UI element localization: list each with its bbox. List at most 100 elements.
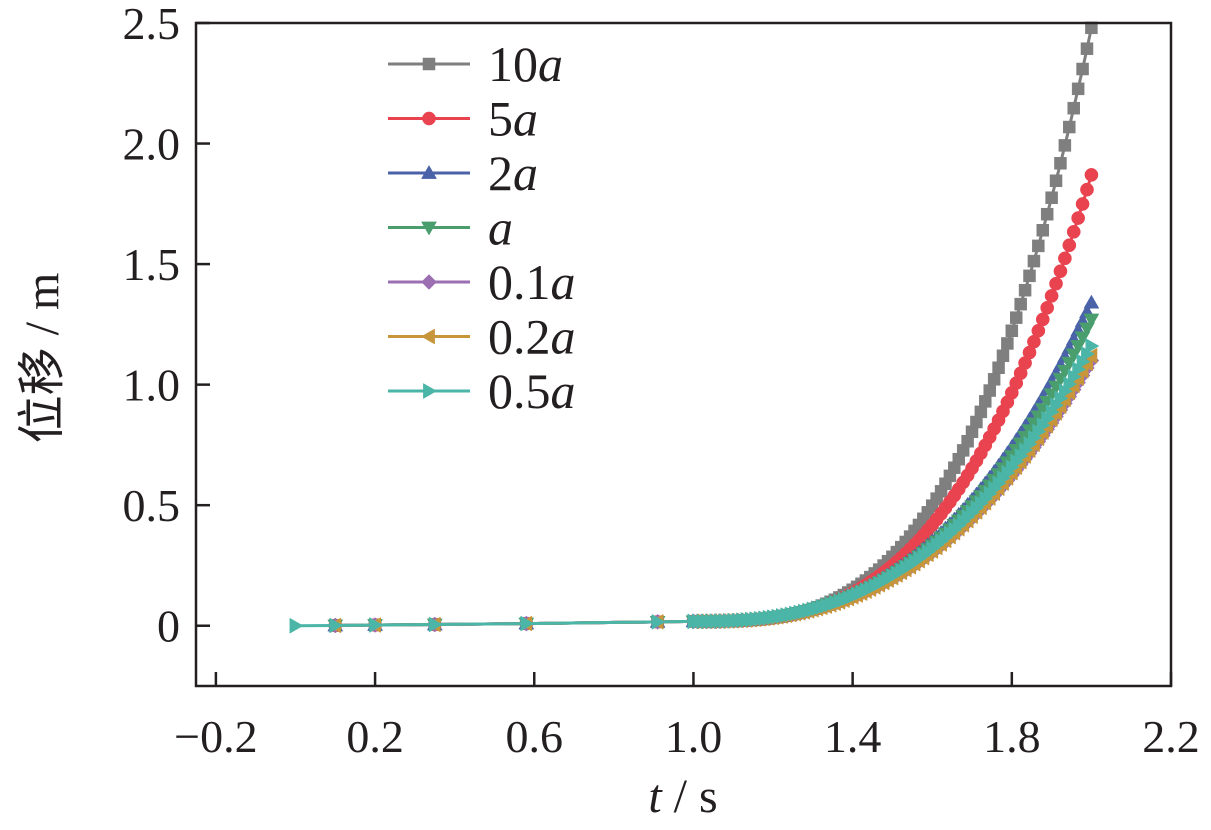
data-point [1084, 168, 1099, 182]
data-point [1001, 337, 1014, 350]
series-line [335, 174, 1093, 627]
x-tick-label: 1.8 [983, 711, 1041, 762]
legend-item: 0.1a [388, 254, 576, 310]
x-tick-label: 1.0 [665, 711, 723, 762]
data-point [1053, 264, 1068, 279]
legend-marker [421, 221, 437, 236]
legend-label-var: a [513, 91, 538, 147]
series-0 [329, 21, 1098, 632]
data-point [369, 617, 384, 633]
data-point [1083, 294, 1100, 309]
legend-label: 10a [488, 36, 563, 92]
data-point [1044, 289, 1059, 303]
legend-label-var: a [551, 254, 576, 310]
legend-item: 0.2a [388, 309, 576, 365]
legend-label: 0.1a [488, 254, 576, 310]
data-point [1066, 224, 1081, 239]
legend-item: 10a [388, 36, 563, 92]
x-tick-label: 0.6 [506, 711, 564, 762]
legend-label-var: a [488, 200, 513, 256]
data-point [1045, 191, 1058, 204]
data-point [1063, 120, 1076, 134]
y-tick-label: 1.5 [123, 239, 181, 290]
y-axis-title-text: 位移 [16, 347, 69, 443]
data-point [1080, 42, 1094, 55]
legend-label-num: 0.1 [488, 254, 551, 310]
data-point [651, 613, 666, 630]
data-point [1032, 239, 1045, 253]
series-layer [289, 21, 1100, 634]
x-tick-label: 2.2 [1142, 711, 1200, 762]
x-tick-label: 0.2 [346, 711, 404, 762]
series-line [335, 318, 1093, 627]
y-tick-label: 0 [157, 601, 180, 652]
legend-label-var: a [538, 36, 563, 92]
data-point [1009, 311, 1023, 324]
data-point [520, 615, 535, 632]
x-axis-title: t / s [648, 770, 717, 823]
data-point [1054, 157, 1067, 170]
data-point [992, 361, 1005, 375]
data-point [1049, 174, 1063, 187]
data-point [1058, 139, 1072, 152]
legend-item: 0.5a [388, 363, 576, 419]
legend-marker [421, 274, 437, 290]
data-point [1023, 269, 1036, 283]
legend-marker [420, 328, 435, 345]
legend-label: 5a [488, 91, 538, 147]
legend-label: 2a [488, 145, 538, 201]
legend-marker [422, 57, 436, 71]
data-point [1040, 207, 1054, 221]
ticks-layer: −0.2 0.2 0.6 1.0 1.4 1.8 2.2 0 0.5 1.0 1.5 2.0 2.5 [123, 0, 1200, 762]
data-point [1067, 101, 1080, 115]
legend-label-num: 5 [488, 91, 513, 147]
data-point [1049, 276, 1063, 291]
y-tick-label: 1.0 [123, 360, 181, 411]
data-point [1071, 211, 1085, 225]
x-axis-title-unit: / s [662, 770, 718, 823]
data-point [1083, 313, 1100, 328]
data-point [1018, 283, 1032, 297]
axes-layer [194, 21, 1173, 688]
data-point [329, 617, 344, 634]
data-point [974, 405, 988, 419]
y-axis-title: 位移 / m [16, 273, 69, 444]
data-point [1071, 82, 1085, 96]
legend-label-var: a [551, 309, 576, 365]
series-6 [289, 338, 1100, 634]
series-2 [327, 294, 1100, 632]
data-point [289, 617, 304, 634]
data-point [428, 616, 443, 633]
legend-item: 5a [388, 91, 538, 147]
y-tick-label: 2.5 [123, 0, 181, 49]
data-point [1036, 224, 1050, 237]
data-point [1040, 300, 1055, 315]
data-point [1014, 297, 1027, 311]
legend-label-var: a [513, 145, 538, 201]
data-point [1027, 254, 1041, 268]
data-point [1075, 197, 1090, 211]
legend-label: 0.5a [488, 363, 576, 419]
y-tick-label: 2.0 [123, 119, 181, 170]
legend-marker [423, 383, 438, 399]
x-tick-label: 1.4 [824, 711, 882, 762]
legend-marker [421, 164, 437, 179]
data-point [1085, 338, 1100, 354]
data-point [1058, 251, 1072, 266]
legend-label: 0.2a [488, 309, 576, 365]
legend-item: 2a [388, 145, 538, 201]
legend-label-num: 0.2 [488, 309, 551, 365]
data-point [1080, 182, 1094, 197]
series-line [295, 345, 1093, 628]
y-axis-title-unit: / m [16, 273, 69, 348]
data-point [1062, 238, 1077, 253]
legend-marker [422, 111, 436, 126]
legend-label-num: 0.5 [488, 363, 551, 419]
data-point [996, 349, 1010, 363]
y-tick-label: 0.5 [123, 480, 181, 531]
x-tick-label: −0.2 [174, 711, 257, 762]
legend-label-num: 10 [488, 36, 538, 92]
